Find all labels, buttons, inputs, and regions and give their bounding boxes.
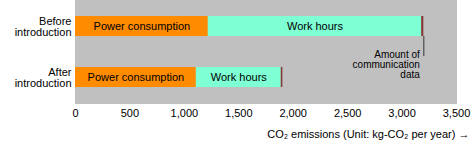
svg-text:1,000: 1,000 (171, 107, 199, 119)
svg-text:2,500: 2,500 (334, 107, 362, 119)
svg-text:3,500: 3,500 (443, 107, 471, 119)
svg-text:3,000: 3,000 (388, 107, 416, 119)
svg-text:0: 0 (72, 107, 78, 119)
svg-text:Beforeintroduction: Beforeintroduction (15, 15, 72, 38)
svg-text:500: 500 (121, 107, 139, 119)
svg-text:2,000: 2,000 (279, 107, 307, 119)
svg-text:CO₂ emissions (Unit: kg-CO₂ pe: CO₂ emissions (Unit: kg-CO₂ per year) → (267, 128, 469, 140)
svg-text:Work hours: Work hours (287, 20, 344, 32)
svg-text:Amount ofcommunicationdata: Amount ofcommunicationdata (353, 49, 421, 80)
svg-text:Power consumption: Power consumption (94, 20, 191, 32)
svg-text:Power consumption: Power consumption (88, 71, 185, 83)
svg-text:1,500: 1,500 (225, 107, 253, 119)
svg-text:Afterintroduction: Afterintroduction (15, 66, 72, 89)
svg-text:Work hours: Work hours (211, 71, 268, 83)
